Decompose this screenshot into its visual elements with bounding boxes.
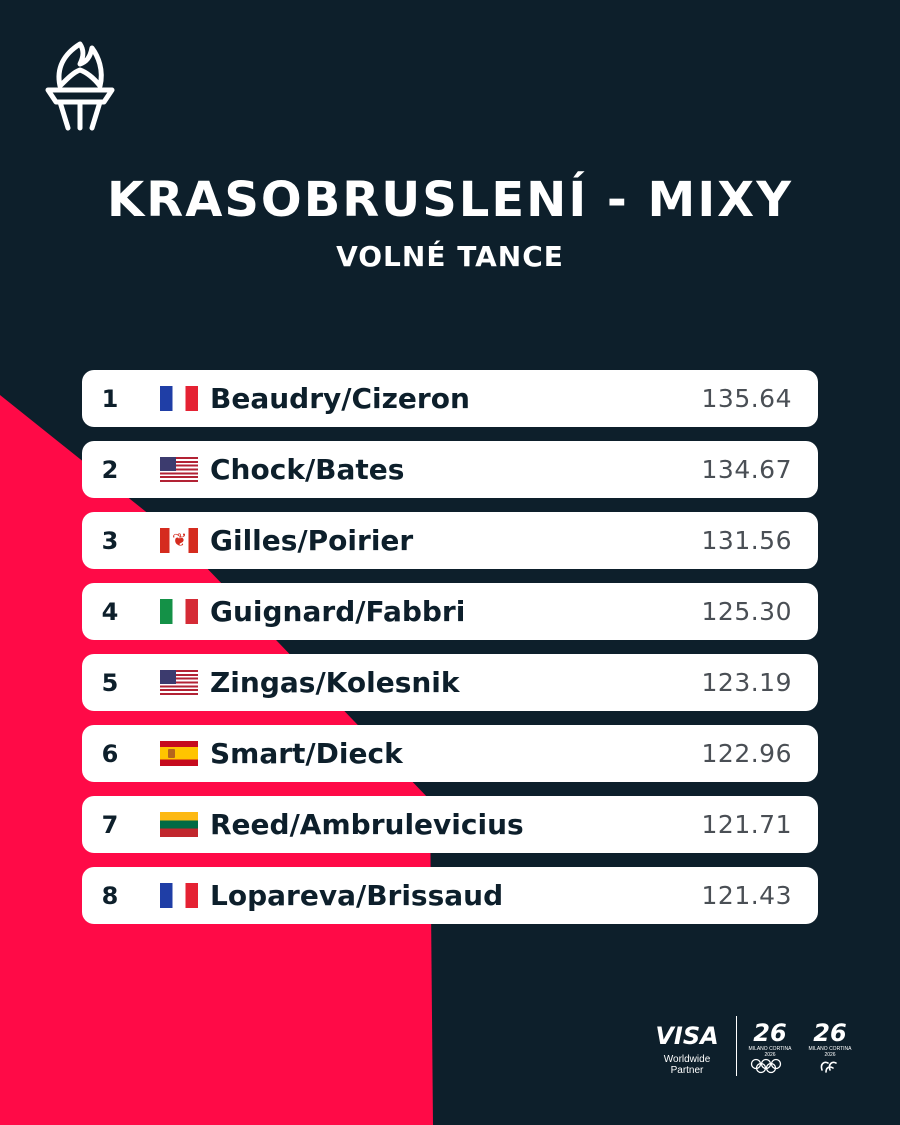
result-name: Zingas/Kolesnik bbox=[210, 666, 460, 699]
result-row: 2 Chock/Bates 134.67 bbox=[82, 441, 818, 498]
result-row: 5 Zingas/Kolesnik 123.19 bbox=[82, 654, 818, 711]
result-rank: 4 bbox=[101, 597, 119, 626]
olympic-games-logo: 26 MILANO CORTINA 2026 bbox=[744, 1020, 796, 1078]
result-score: 123.19 bbox=[701, 668, 792, 697]
visa-logo: VISA bbox=[655, 1022, 719, 1050]
result-rank: 6 bbox=[101, 739, 119, 768]
olympic-number: 26 bbox=[753, 1019, 787, 1047]
result-score: 121.71 bbox=[701, 810, 792, 839]
result-score: 121.43 bbox=[701, 881, 792, 910]
visa-tagline: Worldwide Partner bbox=[663, 1054, 711, 1076]
result-name: Smart/Dieck bbox=[210, 737, 403, 770]
result-rank: 1 bbox=[101, 384, 119, 413]
page-title: KRASOBRUSLENÍ - MIXY bbox=[107, 172, 793, 228]
result-name: Chock/Bates bbox=[210, 453, 405, 486]
result-rank: 2 bbox=[101, 455, 119, 484]
italy-flag-icon bbox=[160, 599, 198, 624]
usa-flag-icon bbox=[160, 670, 198, 695]
result-rank: 5 bbox=[101, 668, 119, 697]
canada-flag-icon bbox=[160, 528, 198, 553]
france-flag-icon bbox=[160, 386, 198, 411]
result-score: 134.67 bbox=[701, 455, 792, 484]
olympic-rings-icon bbox=[750, 1058, 782, 1074]
result-name: Lopareva/Brissaud bbox=[210, 879, 504, 912]
result-row: 4 Guignard/Fabbri 125.30 bbox=[82, 583, 818, 640]
agitos-icon bbox=[820, 1061, 837, 1073]
sponsor-divider bbox=[736, 1016, 737, 1076]
result-name: Gilles/Poirier bbox=[210, 524, 414, 557]
result-name: Beaudry/Cizeron bbox=[210, 382, 470, 415]
result-row: 1 Beaudry/Cizeron 135.64 bbox=[82, 370, 818, 427]
result-row: 8 Lopareva/Brissaud 121.43 bbox=[82, 867, 818, 924]
paralympic-number: 26 bbox=[813, 1019, 847, 1047]
result-row: 6 Smart/Dieck 122.96 bbox=[82, 725, 818, 782]
lithuania-flag-icon bbox=[160, 812, 198, 837]
results-list: 1 Beaudry/Cizeron 135.64 2 Chock/Bates 1… bbox=[82, 370, 818, 938]
france-flag-icon bbox=[160, 883, 198, 908]
paralympic-games-logo: 26 MILANO CORTINA 2026 bbox=[804, 1020, 856, 1078]
usa-flag-icon bbox=[160, 457, 198, 482]
result-score: 131.56 bbox=[701, 526, 792, 555]
result-score: 125.30 bbox=[701, 597, 792, 626]
result-name: Reed/Ambrulevicius bbox=[210, 808, 524, 841]
result-row: 3 Gilles/Poirier 131.56 bbox=[82, 512, 818, 569]
result-rank: 7 bbox=[101, 810, 119, 839]
page-subtitle: VOLNÉ TANCE bbox=[336, 240, 564, 273]
torch-icon bbox=[45, 41, 115, 131]
result-rank: 8 bbox=[101, 881, 119, 910]
paralympic-caption: MILANO CORTINA 2026 bbox=[808, 1046, 852, 1058]
olympic-caption: MILANO CORTINA 2026 bbox=[748, 1046, 792, 1058]
result-row: 7 Reed/Ambrulevicius 121.71 bbox=[82, 796, 818, 853]
sponsor-block: VISA Worldwide Partner 26 MILANO CORTINA… bbox=[646, 1016, 856, 1078]
result-score: 135.64 bbox=[701, 384, 792, 413]
result-name: Guignard/Fabbri bbox=[210, 595, 466, 628]
spain-flag-icon bbox=[160, 741, 198, 766]
result-score: 122.96 bbox=[701, 739, 792, 768]
result-rank: 3 bbox=[101, 526, 119, 555]
